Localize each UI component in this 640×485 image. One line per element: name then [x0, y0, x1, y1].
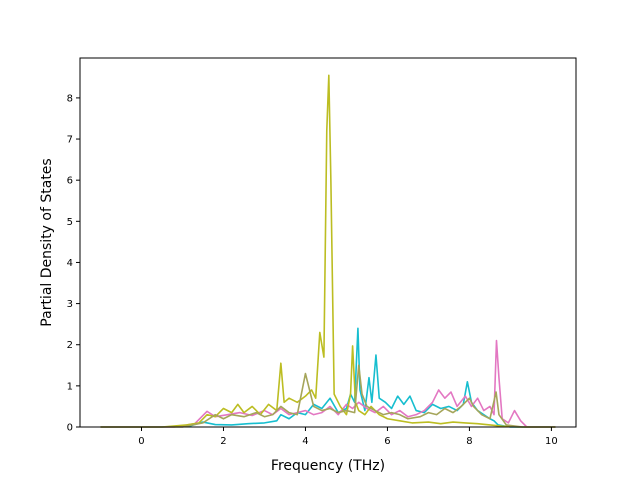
y-tick-label: 1 [67, 381, 73, 392]
y-tick-label: 3 [67, 299, 73, 310]
plot-area [80, 58, 576, 427]
y-tick-label: 7 [67, 135, 73, 146]
x-tick-label: 4 [302, 436, 308, 447]
plot-frame [79, 57, 577, 428]
series-layer [100, 74, 556, 428]
series-line-3 [100, 74, 556, 428]
series-line-1 [100, 327, 556, 428]
y-tick-label: 0 [67, 423, 73, 434]
series-line-4 [100, 364, 556, 428]
x-tick-label: 2 [220, 436, 226, 447]
x-tick-label: 8 [466, 436, 472, 447]
x-tick-label: 0 [138, 436, 144, 447]
y-tick-label: 5 [67, 217, 73, 228]
y-tick-label: 2 [67, 340, 73, 351]
y-tick-label: 6 [67, 176, 73, 187]
x-axis-label: Frequency (THz) [271, 458, 385, 474]
x-tick-label: 6 [384, 436, 390, 447]
x-tick-label: 10 [545, 436, 558, 447]
y-tick-label: 4 [67, 258, 73, 269]
ticks-layer: 0 2 4 6 8 10 0 1 2 3 4 5 6 7 8 [67, 93, 558, 447]
y-axis-label: Partial Density of States [39, 158, 55, 326]
y-tick-label: 8 [67, 93, 73, 104]
